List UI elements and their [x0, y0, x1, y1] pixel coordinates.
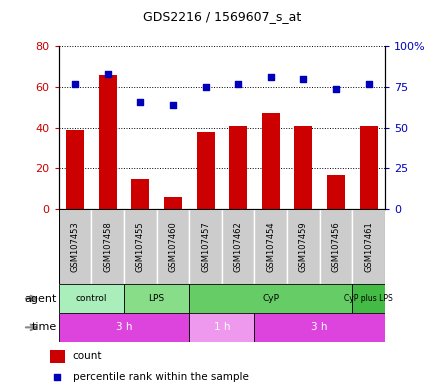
Bar	[91, 209, 124, 284]
Point	[169, 102, 176, 108]
Bar	[221, 209, 254, 284]
Text: GSM107457: GSM107457	[201, 221, 210, 272]
Bar	[59, 284, 124, 313]
Text: GSM107458: GSM107458	[103, 221, 112, 272]
Point	[104, 71, 111, 77]
Bar	[254, 313, 384, 342]
Text: GSM107462: GSM107462	[233, 221, 242, 272]
Text: 1 h: 1 h	[213, 322, 230, 333]
Bar	[261, 113, 279, 209]
Point	[71, 81, 79, 87]
Text: GSM107455: GSM107455	[135, 222, 145, 272]
Text: CyP: CyP	[262, 294, 279, 303]
Point	[365, 81, 372, 87]
Bar	[286, 209, 319, 284]
Bar	[189, 284, 352, 313]
Point	[54, 374, 61, 380]
Bar	[124, 284, 189, 313]
Point	[234, 81, 241, 87]
Text: GSM107454: GSM107454	[266, 222, 275, 272]
Text: GSM107456: GSM107456	[331, 221, 340, 272]
Text: GDS2216 / 1569607_s_at: GDS2216 / 1569607_s_at	[142, 10, 300, 23]
Bar	[229, 126, 247, 209]
Bar	[294, 126, 312, 209]
Text: count: count	[73, 351, 102, 361]
Bar	[99, 74, 116, 209]
Bar	[326, 175, 344, 209]
Bar	[359, 126, 377, 209]
Bar	[50, 349, 65, 362]
Point	[299, 76, 306, 82]
Point	[332, 86, 339, 92]
Bar	[124, 209, 156, 284]
Point	[137, 98, 144, 104]
Bar	[164, 197, 181, 209]
Text: GSM107459: GSM107459	[298, 222, 307, 272]
Bar	[196, 132, 214, 209]
Bar	[189, 209, 221, 284]
Text: CyP plus LPS: CyP plus LPS	[343, 294, 392, 303]
Bar	[189, 313, 254, 342]
Text: GSM107461: GSM107461	[363, 221, 372, 272]
Text: GSM107460: GSM107460	[168, 221, 177, 272]
Bar	[59, 209, 91, 284]
Bar	[59, 313, 189, 342]
Text: 3 h: 3 h	[311, 322, 327, 333]
Bar	[352, 284, 384, 313]
Point	[267, 74, 274, 80]
Text: 3 h: 3 h	[115, 322, 132, 333]
Bar	[156, 209, 189, 284]
Text: GSM107453: GSM107453	[70, 221, 79, 272]
Point	[202, 84, 209, 90]
Text: percentile rank within the sample: percentile rank within the sample	[73, 372, 248, 382]
Text: time: time	[31, 322, 56, 333]
Bar	[352, 209, 384, 284]
Text: LPS: LPS	[148, 294, 164, 303]
Bar	[66, 130, 84, 209]
Text: agent: agent	[24, 293, 56, 304]
Bar	[319, 209, 352, 284]
Text: control: control	[76, 294, 107, 303]
Bar	[131, 179, 149, 209]
Bar	[254, 209, 286, 284]
